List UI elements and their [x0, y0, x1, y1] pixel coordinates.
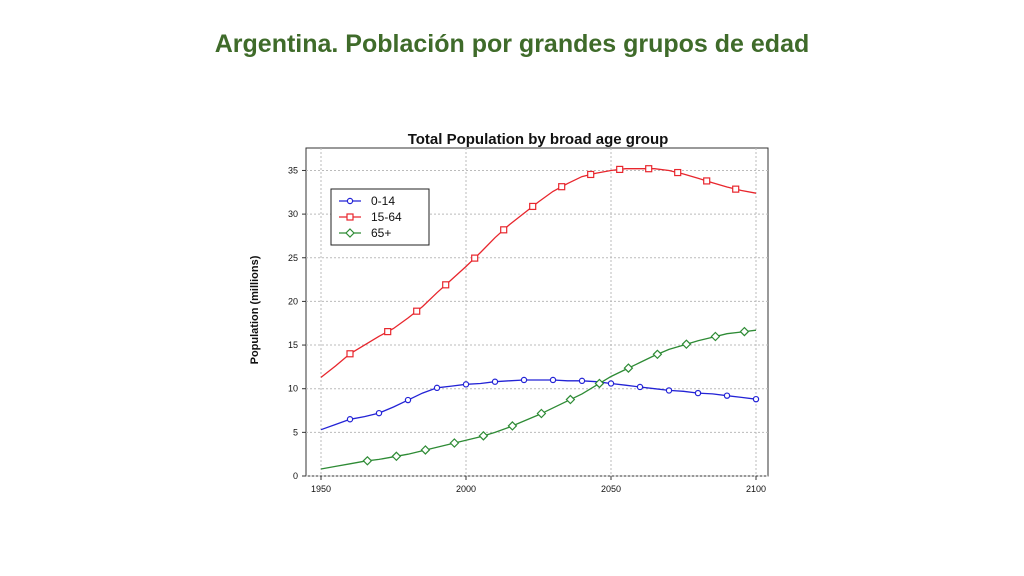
y-tick-label: 15 — [288, 340, 298, 350]
marker-65+ — [536, 408, 547, 419]
y-tick-label: 5 — [293, 427, 298, 437]
marker-0-14 — [433, 384, 441, 392]
x-tick-label: 2050 — [601, 484, 621, 494]
marker-15-64 — [674, 168, 682, 177]
marker-0-14 — [346, 416, 354, 423]
y-tick-label: 35 — [288, 165, 298, 175]
marker-65+ — [449, 438, 460, 448]
marker-15-64 — [442, 281, 450, 289]
marker-65+ — [739, 326, 750, 337]
marker-65+ — [681, 339, 692, 350]
marker-15-64 — [529, 202, 537, 211]
marker-0-14 — [607, 380, 615, 387]
marker-0-14 — [404, 396, 412, 404]
marker-15-64 — [500, 226, 508, 234]
legend-label-15-64: 15-64 — [371, 210, 402, 224]
marker-15-64 — [471, 254, 479, 262]
marker-0-14 — [549, 376, 557, 384]
marker-0-14 — [665, 387, 673, 394]
marker-0-14 — [346, 197, 354, 205]
chart-title: Total Population by broad age group — [408, 131, 669, 148]
slide-title: Argentina. Población por grandes grupos … — [214, 30, 810, 58]
marker-65+ — [345, 228, 355, 238]
marker-0-14 — [752, 395, 760, 403]
marker-65+ — [710, 331, 721, 342]
marker-0-14 — [520, 376, 528, 384]
marker-65+ — [623, 363, 634, 373]
marker-15-64 — [645, 165, 653, 173]
marker-15-64 — [616, 165, 624, 174]
marker-15-64 — [346, 213, 354, 221]
y-tick-label: 30 — [288, 209, 298, 219]
marker-65+ — [594, 378, 605, 389]
series-line-0-14 — [320, 379, 757, 431]
marker-0-14 — [491, 378, 499, 385]
marker-15-64 — [558, 183, 566, 191]
marker-65+ — [507, 421, 518, 431]
y-tick-label: 0 — [293, 471, 298, 481]
x-tick-label: 1950 — [311, 484, 331, 494]
marker-15-64 — [732, 185, 740, 193]
marker-0-14 — [636, 383, 644, 391]
x-tick-label: 2100 — [746, 484, 766, 494]
legend-label-0-14: 0-14 — [371, 194, 395, 208]
x-tick-label: 2000 — [456, 484, 476, 494]
marker-65+ — [652, 349, 663, 360]
y-tick-label: 25 — [288, 253, 298, 263]
marker-15-64 — [587, 170, 595, 179]
chart: Total Population by broad age group Popu… — [240, 120, 780, 500]
y-tick-label: 10 — [288, 384, 298, 394]
marker-65+ — [391, 451, 402, 462]
marker-65+ — [420, 445, 431, 455]
y-tick-label: 20 — [288, 296, 298, 306]
marker-0-14 — [578, 377, 586, 385]
marker-65+ — [478, 430, 489, 441]
marker-15-64 — [346, 350, 354, 358]
marker-0-14 — [462, 381, 470, 388]
marker-0-14 — [375, 409, 383, 417]
marker-0-14 — [694, 389, 702, 397]
marker-0-14 — [723, 392, 731, 399]
legend-label-65+: 65+ — [371, 226, 391, 240]
y-axis-label: Population (millions) — [249, 255, 261, 364]
marker-65+ — [565, 394, 576, 405]
marker-65+ — [362, 455, 373, 466]
series-line-15-64 — [320, 168, 757, 378]
chart-svg: Total Population by broad age group Popu… — [249, 131, 769, 494]
marker-15-64 — [703, 177, 711, 185]
marker-15-64 — [384, 328, 392, 336]
marker-15-64 — [413, 307, 421, 315]
